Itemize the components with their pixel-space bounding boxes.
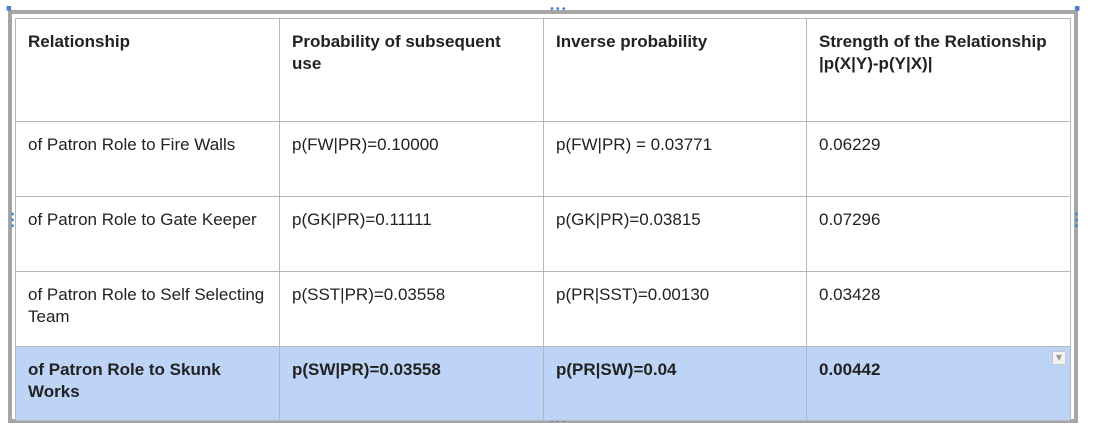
table-cell[interactable]: p(PR|SST)=0.00130: [543, 271, 807, 347]
table-cell[interactable]: of Patron Role to Skunk Works: [15, 346, 280, 421]
table-cell[interactable]: p(FW|PR)=0.10000: [279, 121, 544, 197]
resize-handle-right-icon[interactable]: •••: [1070, 211, 1081, 229]
table-cell[interactable]: 0.06229: [806, 121, 1071, 197]
table-cell[interactable]: of Patron Role to Fire Walls: [15, 121, 280, 197]
table-frame[interactable]: ■ ■ ••• ••• ••• ••• Relationship Probabi…: [6, 5, 1081, 427]
table-cell[interactable]: p(SST|PR)=0.03558: [279, 271, 544, 347]
header-strength[interactable]: Strength of the Relationship |p(X|Y)-p(Y…: [806, 18, 1071, 122]
table-cell[interactable]: p(PR|SW)=0.04: [543, 346, 807, 421]
header-probability[interactable]: Probability of subsequent use: [279, 18, 544, 122]
table-row: of Patron Role to Self Selecting Team p(…: [15, 271, 1071, 347]
table-cell[interactable]: 0.07296: [806, 196, 1071, 272]
table-row: of Patron Role to Gate Keeper p(GK|PR)=0…: [15, 196, 1071, 272]
table-cell[interactable]: p(SW|PR)=0.03558: [279, 346, 544, 421]
table-cell[interactable]: of Patron Role to Gate Keeper: [15, 196, 280, 272]
resize-handle-top-left-icon[interactable]: ■: [6, 5, 12, 12]
table-row-selected: of Patron Role to Skunk Works p(SW|PR)=0…: [15, 346, 1071, 421]
table-cell[interactable]: p(GK|PR)=0.11111: [279, 196, 544, 272]
table-cell[interactable]: 0.03428: [806, 271, 1071, 347]
table-cell[interactable]: p(GK|PR)=0.03815: [543, 196, 807, 272]
header-relationship[interactable]: Relationship: [15, 18, 280, 122]
table-header-row: Relationship Probability of subsequent u…: [15, 18, 1071, 122]
resize-handle-bottom-icon[interactable]: •••: [549, 416, 567, 427]
table-row: of Patron Role to Fire Walls p(FW|PR)=0.…: [15, 121, 1071, 197]
resize-handle-top-icon[interactable]: •••: [549, 4, 567, 15]
resize-handle-left-icon[interactable]: •••: [6, 211, 17, 229]
table-cell-with-dropdown[interactable]: 0.00442 ▼: [806, 346, 1071, 421]
table-cell-value: 0.00442: [819, 360, 881, 379]
table-cell[interactable]: p(FW|PR) = 0.03771: [543, 121, 807, 197]
resize-handle-top-right-icon[interactable]: ■: [1074, 5, 1080, 12]
table-cell[interactable]: of Patron Role to Self Selecting Team: [15, 271, 280, 347]
header-inverse-probability[interactable]: Inverse probability: [543, 18, 807, 122]
chevron-down-icon[interactable]: ▼: [1052, 351, 1066, 365]
relationship-table: Relationship Probability of subsequent u…: [15, 18, 1071, 421]
